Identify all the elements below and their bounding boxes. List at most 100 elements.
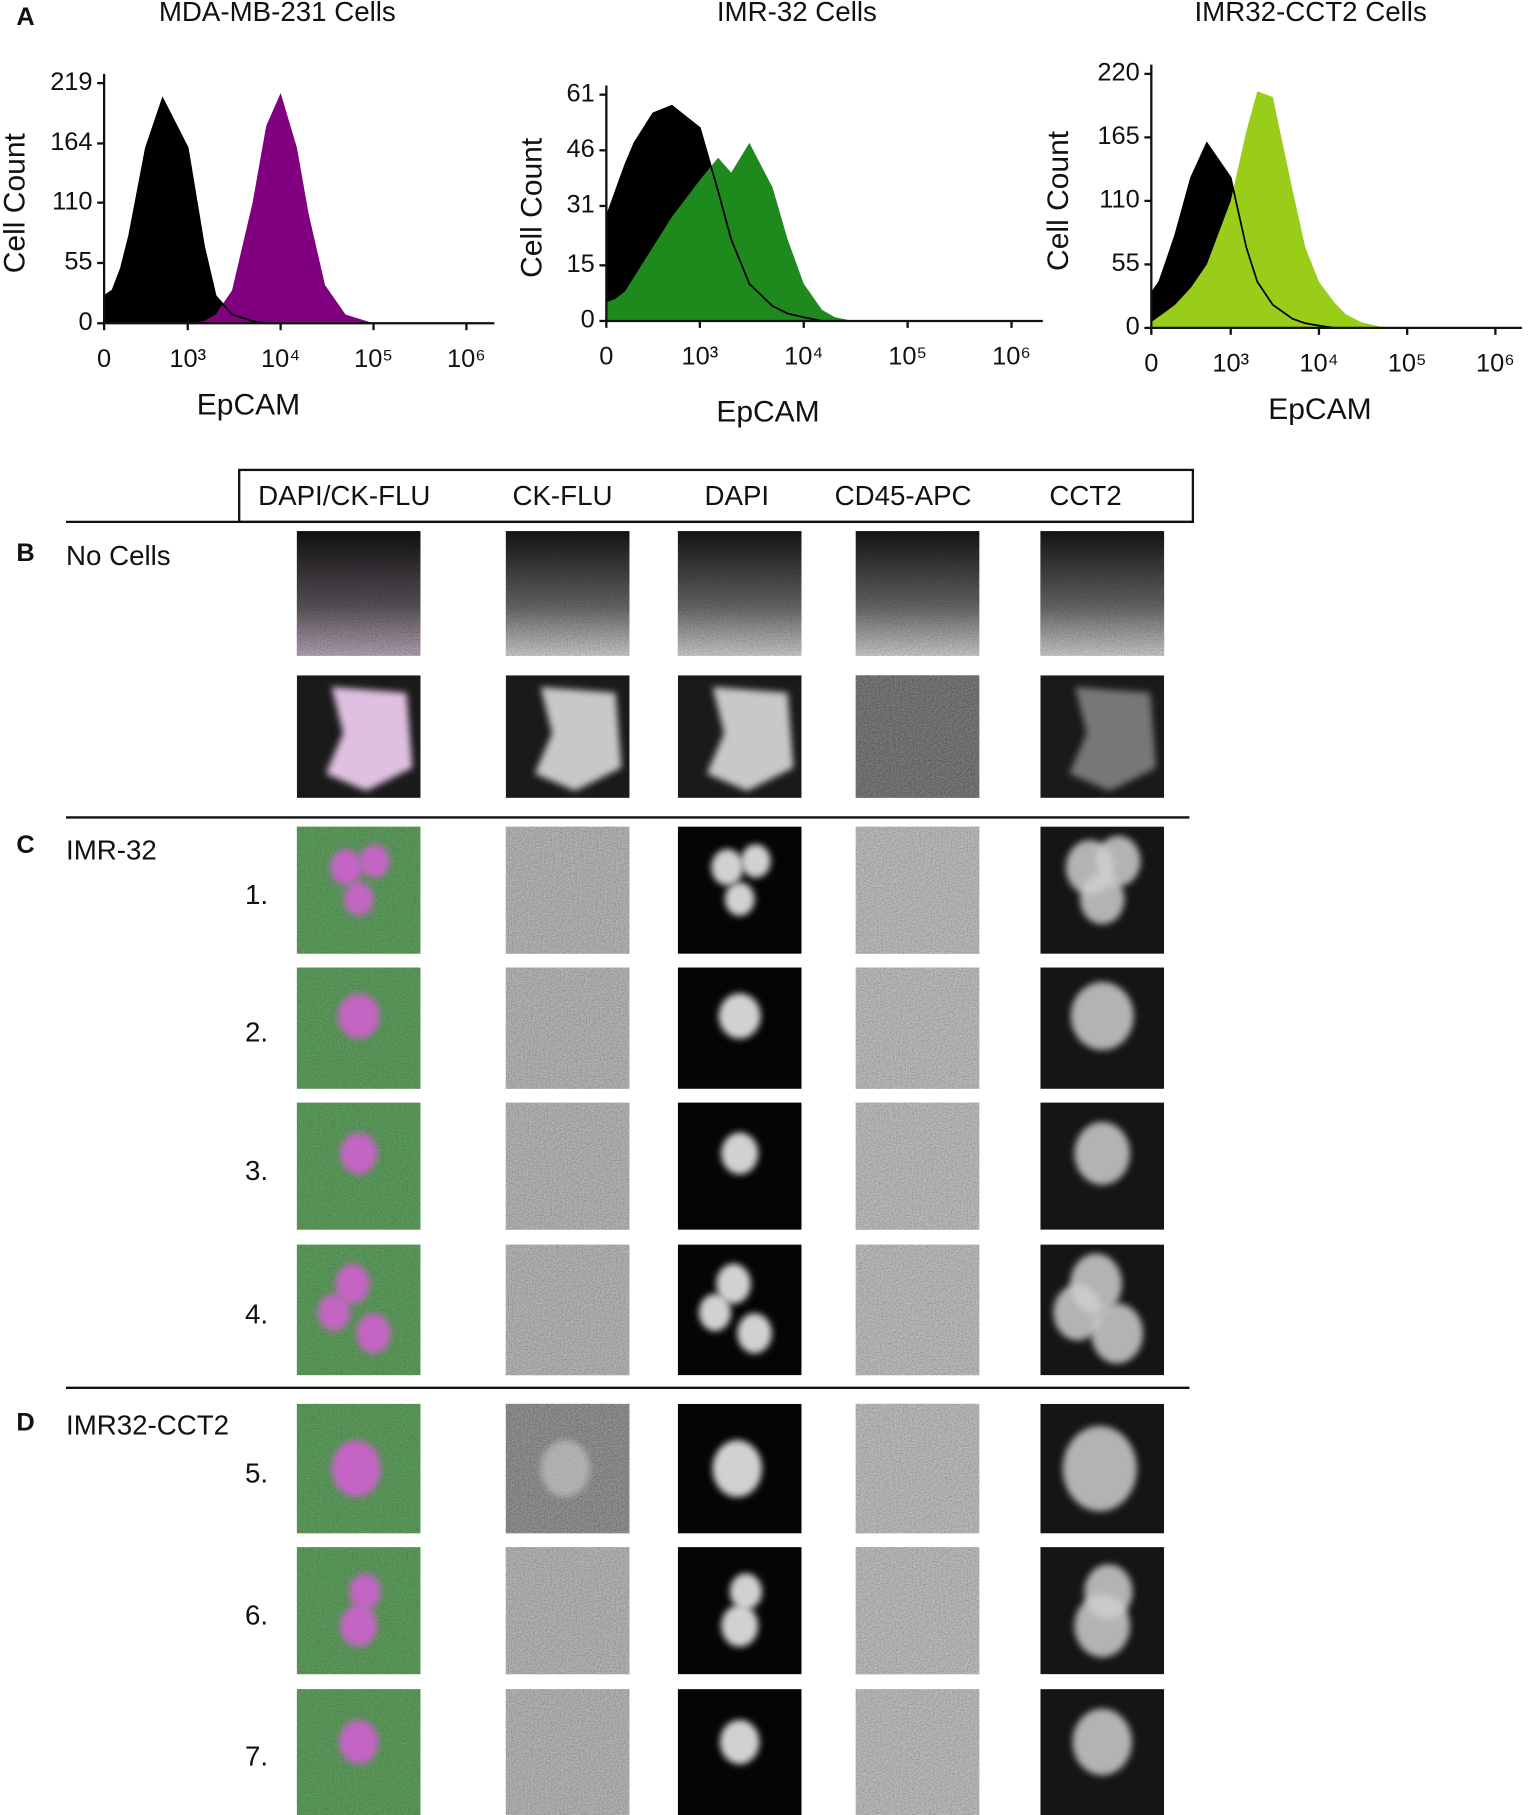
cell: [718, 993, 761, 1039]
cell: [343, 882, 374, 916]
row-number: 7.: [245, 1741, 268, 1772]
micrograph-noise: [505, 1689, 630, 1815]
y-tick-label: 110: [1099, 186, 1139, 214]
y-tick-label: 220: [1097, 59, 1139, 87]
row-number: 1.: [245, 879, 268, 910]
group-label: No Cells: [66, 540, 171, 571]
x-tick-label: 0: [1144, 350, 1158, 378]
micrograph-noise: [855, 1244, 980, 1376]
micrograph-noise: [505, 1547, 630, 1675]
cell: [1062, 1425, 1137, 1512]
x-tick-label: 10⁶: [447, 345, 486, 373]
y-tick-label: 31: [567, 191, 595, 219]
y-axis-label: Cell Count: [1042, 130, 1075, 271]
column-header: CK-FLU: [512, 480, 612, 511]
x-tick-label: 10⁵: [888, 343, 927, 371]
group-label: IMR32-CCT2: [66, 1409, 229, 1440]
x-tick-label: 10⁴: [1299, 350, 1338, 378]
panel-label: A: [16, 3, 34, 31]
x-tick-label: 10⁶: [1476, 350, 1515, 378]
cell: [724, 882, 755, 916]
chart-title: IMR32-CCT2 Cells: [1194, 0, 1426, 27]
cell: [1070, 982, 1134, 1051]
cell: [330, 849, 363, 886]
histogram-area: [104, 98, 374, 324]
histogram-area: [104, 92, 374, 324]
row-number: 5.: [245, 1457, 268, 1488]
chart-title: MDA-MB-231 Cells: [159, 0, 396, 27]
micrograph: [677, 1244, 802, 1376]
y-tick-label: 0: [78, 308, 92, 336]
y-tick-label: 0: [581, 306, 595, 334]
cell: [359, 844, 390, 878]
histogram-area: [606, 142, 908, 321]
micrograph-noise: [505, 826, 630, 954]
y-tick-label: 110: [52, 187, 92, 215]
row-number: 2.: [245, 1017, 268, 1048]
column-header: DAPI/CK-FLU: [258, 480, 430, 511]
cell: [721, 1604, 759, 1647]
x-tick-label: 10³: [1212, 350, 1249, 378]
x-tick-label: 10⁵: [1388, 350, 1427, 378]
row-number: 3.: [245, 1155, 268, 1186]
y-tick-label: 61: [567, 79, 595, 107]
x-axis-label: EpCAM: [1268, 393, 1371, 426]
panel-label: C: [16, 831, 34, 859]
debris: [325, 686, 413, 791]
cell: [711, 849, 744, 886]
micrograph-shade: [855, 531, 980, 656]
debris: [1069, 686, 1156, 791]
x-tick-label: 10⁶: [992, 343, 1031, 371]
row-number: 6.: [245, 1599, 268, 1630]
x-tick-label: 0: [97, 345, 111, 373]
histogram-area: [1151, 91, 1408, 328]
chart-title: IMR-32 Cells: [717, 0, 877, 27]
cell: [698, 1293, 732, 1332]
x-axis-label: EpCAM: [197, 388, 300, 421]
panel-label: B: [16, 539, 34, 567]
debris: [706, 686, 794, 791]
micrograph-noise: [505, 1244, 630, 1376]
micrograph-noise: [855, 1403, 980, 1534]
micrograph-noise: [296, 1244, 421, 1376]
y-tick-label: 15: [567, 250, 595, 278]
cell: [338, 1719, 379, 1765]
cell: [1074, 1594, 1131, 1658]
y-tick-label: 46: [567, 135, 595, 163]
cell: [348, 1573, 381, 1610]
cell: [340, 1132, 378, 1175]
cell: [719, 1719, 760, 1765]
micrograph-noise: [855, 826, 980, 954]
cell: [1080, 873, 1125, 925]
micrograph-noise: [855, 675, 980, 798]
column-header: DAPI: [705, 480, 770, 511]
cell: [737, 1313, 772, 1354]
micrograph-shade: [1040, 531, 1165, 656]
x-tick-label: 0: [599, 343, 613, 371]
cell: [716, 1263, 751, 1304]
y-tick-label: 165: [1097, 122, 1139, 150]
cell: [1072, 1708, 1132, 1776]
y-tick-label: 55: [1112, 249, 1140, 277]
y-axis-label: Cell Count: [0, 133, 31, 274]
micrograph-noise: [855, 1689, 980, 1815]
cell: [1091, 1303, 1144, 1364]
x-axis-label: EpCAM: [716, 395, 819, 428]
cell: [335, 1263, 370, 1304]
cell: [1096, 835, 1141, 887]
panel-label: D: [16, 1408, 34, 1436]
column-header: CCT2: [1049, 480, 1121, 511]
cell: [1074, 1121, 1131, 1185]
cell: [317, 1293, 351, 1332]
column-header: CD45-APC: [835, 480, 972, 511]
cell: [729, 1573, 762, 1610]
debris: [534, 686, 622, 791]
cell: [1053, 1284, 1102, 1341]
micrograph-shade: [677, 531, 802, 656]
x-tick-label: 10⁴: [261, 345, 300, 373]
y-tick-label: 55: [64, 248, 92, 276]
y-tick-label: 219: [50, 68, 92, 96]
row-number: 4.: [245, 1299, 268, 1330]
micrograph-noise: [855, 967, 980, 1089]
